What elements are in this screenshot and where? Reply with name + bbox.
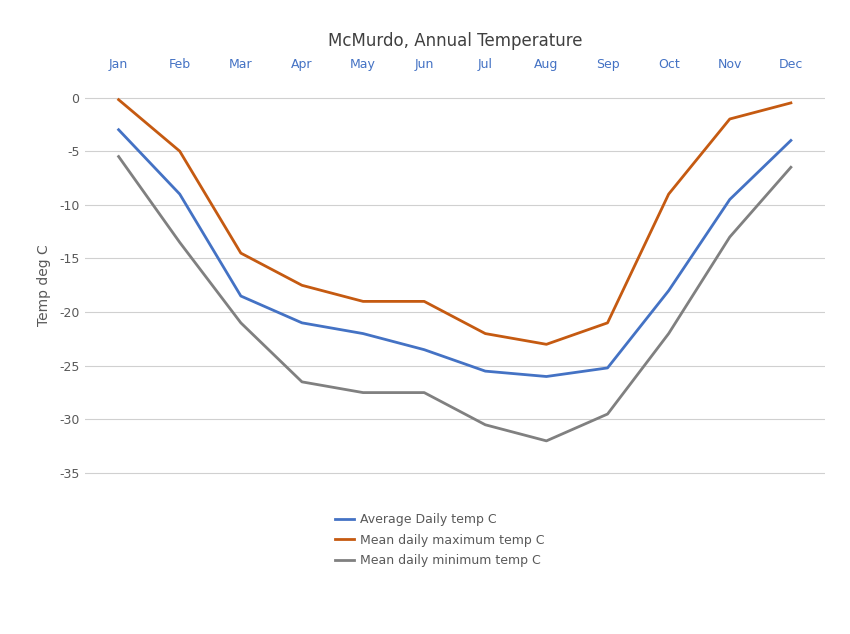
Legend: Average Daily temp C, Mean daily maximum temp C, Mean daily minimum temp C: Average Daily temp C, Mean daily maximum… (335, 514, 545, 567)
Y-axis label: Temp deg C: Temp deg C (37, 245, 51, 326)
Title: McMurdo, Annual Temperature: McMurdo, Annual Temperature (327, 32, 582, 51)
